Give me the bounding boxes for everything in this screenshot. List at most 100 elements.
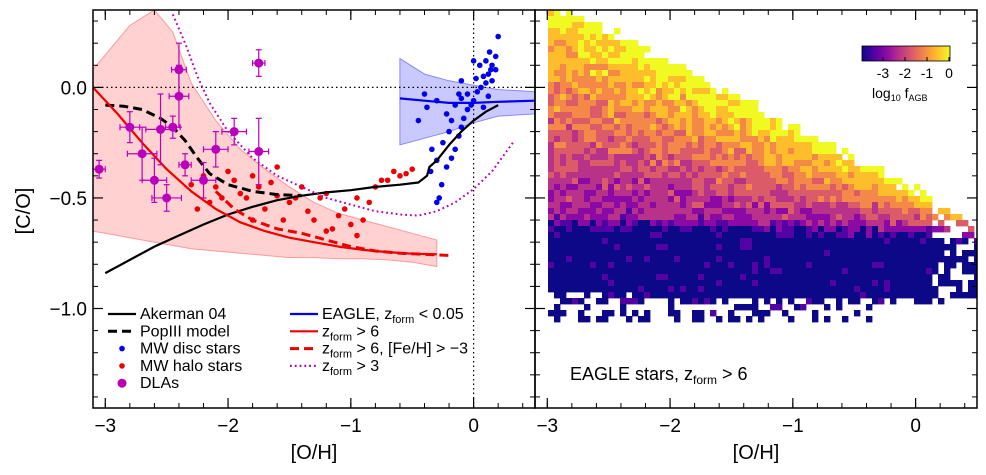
heatmap-cell (560, 52, 567, 59)
heatmap-cell (626, 256, 633, 263)
heatmap-cell (896, 250, 903, 257)
heatmap-cell (710, 274, 717, 281)
heatmap-cell (770, 196, 777, 203)
heatmap-cell (560, 262, 567, 269)
heatmap-cell (572, 214, 579, 221)
heatmap-cell (872, 286, 879, 293)
heatmap-cell (614, 160, 621, 167)
heatmap-cell (794, 256, 801, 263)
heatmap-cell (794, 208, 801, 215)
heatmap-cell (764, 118, 771, 125)
heatmap-cell (860, 262, 867, 269)
heatmap-cell (770, 238, 777, 245)
heatmap-cell (812, 178, 819, 185)
heatmap-cell (614, 70, 621, 77)
heatmap-cell (728, 124, 735, 131)
heatmap-cell (950, 238, 957, 245)
legend-entry-8: zform > 3 (290, 358, 379, 378)
heatmap-cell (842, 208, 849, 215)
heatmap-cell (776, 256, 783, 263)
heatmap-cell (794, 280, 801, 287)
heatmap-cell (572, 88, 579, 95)
heatmap-cell (602, 298, 609, 305)
heatmap-cell (614, 148, 621, 155)
heatmap-cell (602, 76, 609, 83)
svg-text:EAGLE, zform < 0.05: EAGLE, zform < 0.05 (322, 306, 464, 326)
heatmap-cell (920, 280, 927, 287)
heatmap-cell (860, 286, 867, 293)
heatmap-cell (692, 118, 699, 125)
heatmap-cell (686, 118, 693, 125)
dla-point-2 (126, 126, 158, 181)
heatmap-cell (704, 184, 711, 191)
heatmap-cell (680, 190, 687, 197)
heatmap-cell (854, 238, 861, 245)
heatmap-annotation: EAGLE stars, zform > 6 (570, 364, 748, 387)
heatmap-cell (578, 94, 585, 101)
heatmap-cell (668, 286, 675, 293)
heatmap-cell (614, 82, 621, 89)
heatmap-cell (662, 166, 669, 173)
heatmap-cell (638, 298, 645, 305)
heatmap-cell (920, 298, 927, 305)
heatmap-cell (752, 118, 759, 125)
heatmap-cell (548, 34, 555, 41)
heatmap-cell (680, 184, 687, 191)
heatmap-cell (734, 94, 741, 101)
heatmap-cell (752, 232, 759, 239)
heatmap-cell (698, 274, 705, 281)
heatmap-cell (764, 286, 771, 293)
heatmap-cell (578, 166, 585, 173)
point-mw-halo-stars-21 (335, 212, 342, 219)
heatmap-cell (548, 136, 555, 143)
heatmap-cell (728, 148, 735, 155)
heatmap-cell (914, 196, 921, 203)
heatmap-cell (626, 76, 633, 83)
heatmap-cell (554, 34, 561, 41)
heatmap-cell (794, 286, 801, 293)
right-plot-frame (534, 9, 978, 409)
heatmap-cell (650, 256, 657, 263)
heatmap-cell (584, 22, 591, 29)
heatmap-cell (902, 226, 909, 233)
heatmap-cell (812, 160, 819, 167)
heatmap-cell (722, 232, 729, 239)
heatmap-cell (878, 226, 885, 233)
heatmap-cell (626, 226, 633, 233)
heatmap-cell (692, 76, 699, 83)
heatmap-cell (962, 250, 969, 257)
point-mw-disc-stars-13 (460, 115, 467, 122)
heatmap-cell (866, 316, 873, 323)
heatmap-cell (644, 154, 651, 161)
heatmap-cell (602, 202, 609, 209)
heatmap-cell (554, 256, 561, 263)
heatmap-cell (788, 262, 795, 269)
heatmap-cell (632, 94, 639, 101)
annotation-text: EAGLE stars, z (570, 364, 693, 384)
point-mw-halo-stars-35 (194, 206, 201, 212)
heatmap-cell (890, 184, 897, 191)
heatmap-cell (872, 274, 879, 281)
heatmap-cell (920, 238, 927, 245)
heatmap-cell (746, 178, 753, 185)
heatmap-cell (812, 310, 819, 317)
heatmap-cell (656, 256, 663, 263)
heatmap-cell (686, 106, 693, 113)
heatmap-cell (710, 286, 717, 293)
heatmap-cell (734, 286, 741, 293)
heatmap-cell (614, 112, 621, 119)
heatmap-cell (614, 46, 621, 53)
heatmap-cell (854, 250, 861, 257)
heatmap-cell (692, 82, 699, 89)
heatmap-cell (692, 250, 699, 257)
heatmap-cell (830, 214, 837, 221)
heatmap-cell (680, 220, 687, 227)
heatmap-cell (554, 22, 561, 29)
heatmap-cell (866, 292, 873, 299)
heatmap-cell (722, 286, 729, 293)
heatmap-cell (716, 256, 723, 263)
heatmap-cell (662, 232, 669, 239)
heatmap-cell (656, 214, 663, 221)
heatmap-cell (596, 244, 603, 251)
heatmap-cell (854, 202, 861, 209)
